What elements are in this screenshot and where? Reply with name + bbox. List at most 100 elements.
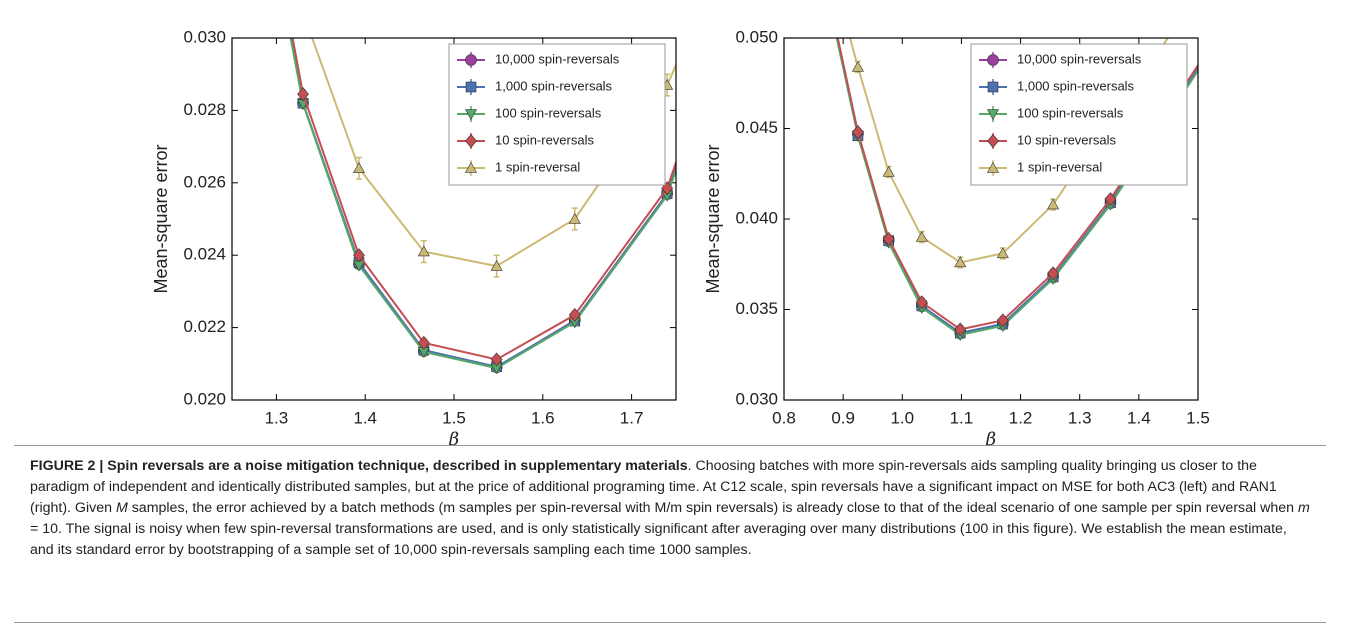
- marker: [490, 259, 503, 271]
- x-axis-label: β: [985, 429, 996, 445]
- legend-label: 1,000 spin-reversals: [1017, 78, 1135, 93]
- legend-label: 1 spin-reversal: [495, 159, 580, 174]
- marker: [986, 161, 1000, 173]
- x-tick-label: 0.8: [772, 408, 796, 427]
- error-bar: [1225, 20, 1231, 27]
- marker: [417, 335, 430, 350]
- legend-label: 1,000 spin-reversals: [495, 78, 613, 93]
- y-tick-label: 0.040: [735, 208, 778, 227]
- marker: [1223, 19, 1233, 29]
- y-tick-label: 0.026: [183, 172, 226, 191]
- marker: [465, 81, 477, 93]
- marker: [882, 165, 895, 177]
- marker: [352, 162, 365, 174]
- marker: [568, 307, 581, 322]
- series-line: [291, 38, 676, 361]
- marker: [1222, 21, 1233, 31]
- x-tick-label: 1.3: [1068, 408, 1092, 427]
- marker: [986, 109, 1000, 121]
- legend-label: 10 spin-reversals: [1017, 132, 1116, 147]
- marker: [568, 212, 581, 224]
- marker: [987, 134, 999, 148]
- error-bar: [717, 42, 723, 49]
- x-tick-label: 1.4: [353, 408, 377, 427]
- legend-label: 10 spin-reversals: [495, 132, 594, 147]
- error-bar: [717, 38, 723, 45]
- marker: [464, 161, 478, 173]
- marker: [996, 247, 1009, 259]
- legend: 10,000 spin-reversals 1,000 spin-reversal…: [448, 43, 666, 186]
- x-tick-label: 1.0: [890, 408, 914, 427]
- caption-text: = 10. The signal is noisy when few spin-…: [30, 521, 1287, 558]
- y-tick-label: 0.030: [183, 27, 226, 46]
- y-axis-label: Mean-square error: [703, 144, 723, 293]
- y-tick-label: 0.022: [183, 317, 226, 336]
- y-axis-label: Mean-square error: [151, 144, 171, 293]
- marker: [915, 295, 928, 310]
- legend-label: 100 spin-reversals: [1017, 105, 1124, 120]
- y-tick-label: 0.045: [735, 118, 778, 137]
- x-tick-label: 1.2: [1009, 408, 1033, 427]
- legend-label: 1 spin-reversal: [1017, 159, 1102, 174]
- error-bar: [1225, 20, 1231, 27]
- marker: [851, 60, 864, 72]
- marker: [465, 54, 477, 66]
- marker: [465, 134, 477, 148]
- caption-text: samples, the error achieved by a batch m…: [127, 500, 1298, 516]
- marker: [915, 230, 928, 242]
- legend: 10,000 spin-reversals 1,000 spin-reversal…: [970, 43, 1188, 186]
- marker: [464, 109, 478, 121]
- x-axis-label: β: [448, 429, 459, 445]
- marker: [417, 245, 430, 257]
- caption-text: m: [1297, 500, 1310, 516]
- chart: 0.020 0.022 0.024 0.026 0.028 0.030 1.3 1.4 1.5 1…: [151, 2, 726, 450]
- x-tick-label: 1.7: [620, 408, 644, 427]
- x-tick-label: 1.6: [531, 408, 555, 427]
- legend-label: 10,000 spin-reversals: [1017, 51, 1142, 66]
- marker: [1047, 198, 1060, 210]
- marker: [715, 36, 726, 47]
- figure: 0.020 0.022 0.024 0.026 0.028 0.030 1.3 1.4 1.5 1…: [151, 2, 1233, 450]
- x-tick-label: 1.5: [1186, 408, 1210, 427]
- marker: [1047, 266, 1059, 281]
- caption-title: FIGURE 2 | Spin reversals are a noise mi…: [30, 458, 688, 474]
- error-bar: [300, 2, 306, 24]
- caption-text: M: [115, 500, 128, 516]
- error-bar: [717, 31, 723, 38]
- x-tick-label: 1.3: [265, 408, 289, 427]
- y-tick-label: 0.028: [183, 100, 226, 119]
- axes-frame: [783, 37, 1199, 401]
- error-bar: [717, 38, 723, 45]
- legend-label: 10,000 spin-reversals: [495, 51, 620, 66]
- marker: [1104, 192, 1117, 207]
- y-tick-label: 0.020: [183, 389, 226, 408]
- series-line: [289, 38, 676, 370]
- y-tick-label: 0.024: [183, 245, 226, 264]
- caption: FIGURE 2 | Spin reversals are a noise mi…: [14, 445, 1326, 623]
- marker: [297, 87, 309, 102]
- error-bar: [1171, 24, 1177, 35]
- marker: [715, 28, 726, 41]
- x-tick-label: 1.1: [950, 408, 974, 427]
- marker: [1222, 13, 1233, 26]
- marker: [882, 231, 895, 246]
- marker: [490, 352, 503, 367]
- marker: [987, 54, 999, 66]
- x-tick-label: 0.9: [831, 408, 855, 427]
- marker: [353, 248, 365, 263]
- error-bar: [1225, 16, 1231, 23]
- caption-text: . Choosing batches with more spin-revers…: [30, 458, 1277, 516]
- axes-frame: [231, 37, 677, 401]
- marker: [1169, 23, 1180, 33]
- x-tick-label: 1.5: [442, 408, 466, 427]
- marker: [1222, 18, 1233, 29]
- y-tick-label: 0.030: [735, 389, 778, 408]
- marker: [298, 7, 309, 17]
- chart: 0.030 0.035 0.040 0.045 0.050 0.8 0.9 1.0 1.1 1.2…: [703, 13, 1233, 450]
- marker: [715, 41, 726, 51]
- legend-label: 100 spin-reversals: [495, 105, 602, 120]
- marker: [954, 322, 967, 337]
- marker: [715, 37, 725, 47]
- marker: [996, 313, 1009, 328]
